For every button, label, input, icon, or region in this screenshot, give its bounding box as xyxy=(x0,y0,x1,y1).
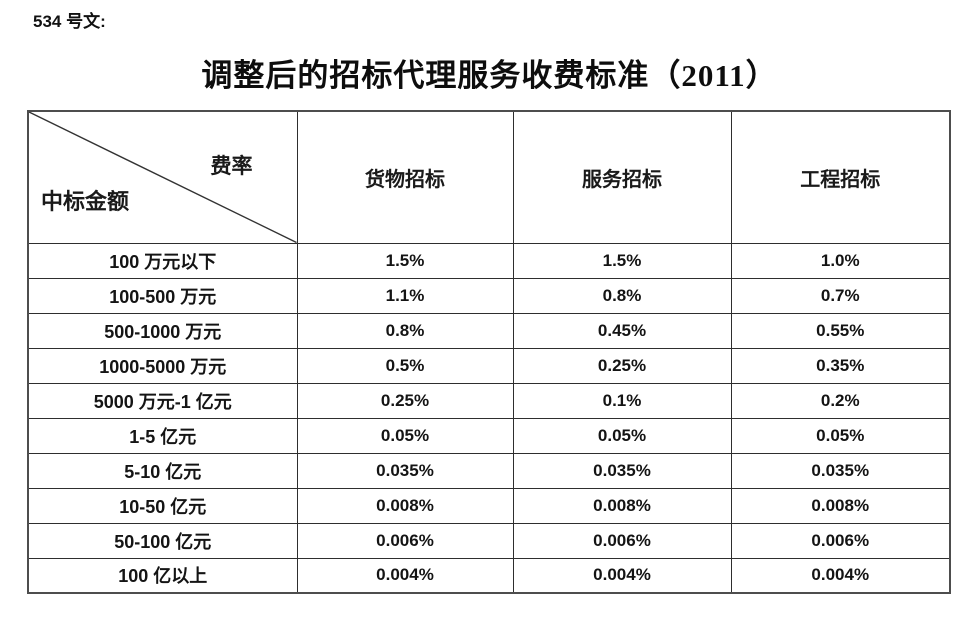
row-label-cell: 1000-5000 万元 xyxy=(27,347,298,384)
table-row: 1-5 亿元 0.05% 0.05% 0.05% xyxy=(27,417,951,454)
row-label-cell: 1-5 亿元 xyxy=(27,417,298,454)
table-row: 100-500 万元 1.1% 0.8% 0.7% xyxy=(27,277,951,314)
fee-value-cell: 0.45% xyxy=(512,312,732,349)
fee-value-cell: 0.05% xyxy=(512,417,732,454)
corner-cell: 费率 中标金额 xyxy=(27,110,298,244)
row-label-cell: 50-100 亿元 xyxy=(27,522,298,559)
row-label-cell: 100 万元以下 xyxy=(27,242,298,279)
page-title: 调整后的招标代理服务收费标准（2011） xyxy=(201,58,778,93)
fee-value-cell: 0.035% xyxy=(730,452,951,489)
row-label-cell: 500-1000 万元 xyxy=(27,312,298,349)
table-row: 5000 万元-1 亿元 0.25% 0.1% 0.2% xyxy=(27,382,951,419)
fee-value-cell: 0.035% xyxy=(512,452,732,489)
fee-value-cell: 0.1% xyxy=(512,382,732,419)
fee-value-cell: 0.7% xyxy=(730,277,951,314)
fee-standard-table: 费率 中标金额 货物招标 服务招标 工程招标 100 万元以下 1.5% 1.5… xyxy=(27,110,951,594)
fee-value-cell: 0.5% xyxy=(296,347,514,384)
column-header-engineering: 工程招标 xyxy=(730,110,951,244)
fee-value-cell: 0.008% xyxy=(296,487,514,524)
fee-value-cell: 1.5% xyxy=(296,242,514,279)
fee-value-cell: 0.05% xyxy=(296,417,514,454)
fee-value-cell: 0.006% xyxy=(512,522,732,559)
diagonal-divider xyxy=(29,112,297,243)
fee-value-cell: 0.035% xyxy=(296,452,514,489)
corner-fee-label: 费率 xyxy=(210,154,253,178)
table-row: 100 亿以上 0.004% 0.004% 0.004% xyxy=(27,557,951,594)
fee-value-cell: 0.004% xyxy=(730,557,951,594)
doc-number-label: 534 号文: xyxy=(33,12,106,31)
row-label-cell: 10-50 亿元 xyxy=(27,487,298,524)
table-header-row: 费率 中标金额 货物招标 服务招标 工程招标 xyxy=(27,110,951,244)
fee-value-cell: 1.0% xyxy=(730,242,951,279)
fee-value-cell: 0.004% xyxy=(296,557,514,594)
fee-value-cell: 0.006% xyxy=(730,522,951,559)
table-row: 5-10 亿元 0.035% 0.035% 0.035% xyxy=(27,452,951,489)
fee-value-cell: 1.1% xyxy=(296,277,514,314)
column-header-services: 服务招标 xyxy=(512,110,732,244)
fee-value-cell: 0.25% xyxy=(512,347,732,384)
table-row: 100 万元以下 1.5% 1.5% 1.0% xyxy=(27,242,951,279)
row-label-cell: 100 亿以上 xyxy=(27,557,298,594)
row-label-cell: 5-10 亿元 xyxy=(27,452,298,489)
corner-amount-label: 中标金额 xyxy=(41,189,130,214)
fee-value-cell: 0.008% xyxy=(512,487,732,524)
table-row: 10-50 亿元 0.008% 0.008% 0.008% xyxy=(27,487,951,524)
fee-value-cell: 0.2% xyxy=(730,382,951,419)
column-header-goods: 货物招标 xyxy=(296,110,514,244)
fee-value-cell: 0.05% xyxy=(730,417,951,454)
table-row: 1000-5000 万元 0.5% 0.25% 0.35% xyxy=(27,347,951,384)
fee-value-cell: 0.8% xyxy=(512,277,732,314)
fee-value-cell: 0.004% xyxy=(512,557,732,594)
fee-value-cell: 0.25% xyxy=(296,382,514,419)
fee-value-cell: 0.006% xyxy=(296,522,514,559)
fee-value-cell: 0.35% xyxy=(730,347,951,384)
table-row: 500-1000 万元 0.8% 0.45% 0.55% xyxy=(27,312,951,349)
fee-value-cell: 0.55% xyxy=(730,312,951,349)
fee-value-cell: 0.008% xyxy=(730,487,951,524)
fee-value-cell: 0.8% xyxy=(296,312,514,349)
row-label-cell: 100-500 万元 xyxy=(27,277,298,314)
row-label-cell: 5000 万元-1 亿元 xyxy=(27,382,298,419)
table-row: 50-100 亿元 0.006% 0.006% 0.006% xyxy=(27,522,951,559)
fee-value-cell: 1.5% xyxy=(512,242,732,279)
